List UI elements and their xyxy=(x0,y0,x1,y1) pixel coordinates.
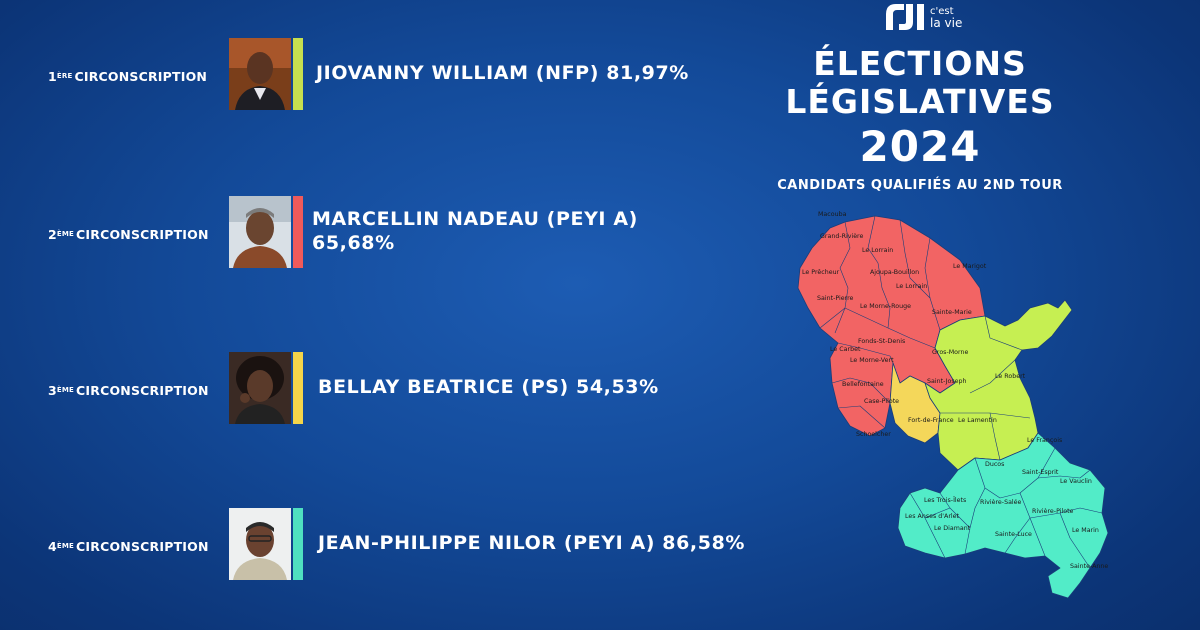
logo-text-top: c'est xyxy=(930,6,954,17)
map-label: Grand-Rivière xyxy=(820,232,864,240)
party-color-bar xyxy=(293,196,303,268)
candidate-photo xyxy=(229,38,291,110)
rci-logo: c'est la vie xyxy=(884,0,976,34)
map-label: Le Marin xyxy=(1072,527,1099,534)
party-color-bar xyxy=(293,38,303,110)
martinique-map: Macouba Grand-Rivière Le Lorrain Le Mari… xyxy=(790,208,1130,608)
district-label: 2 ÈME CIRCONSCRIPTION xyxy=(48,226,209,242)
district-row-2: 2 ÈME CIRCONSCRIPTION MARCELLIN NADEAU (PE… xyxy=(0,196,800,272)
map-label: Macouba xyxy=(818,211,847,218)
district-label: 1 ÈRE CIRCONSCRIPTION xyxy=(48,68,208,84)
title-year: 2024 xyxy=(859,122,981,171)
map-label: Les Trois-Îlets xyxy=(924,495,966,504)
map-label: Sainte-Anne xyxy=(1070,563,1108,570)
map-label: Rivière-Salée xyxy=(980,498,1022,506)
district-label: 3 ÈME CIRCONSCRIPTION xyxy=(48,382,209,398)
district-row-4: 4 ÈME CIRCONSCRIPTION JEAN-PHILIPPE NILOR … xyxy=(0,508,800,584)
map-label: Gros-Morne xyxy=(932,349,968,356)
martinique-map-svg: Macouba Grand-Rivière Le Lorrain Le Mari… xyxy=(797,211,1109,599)
map-label: Le Vauclin xyxy=(1060,478,1092,485)
party-color-bar xyxy=(293,352,303,424)
map-label: Schoelcher xyxy=(856,431,891,438)
map-district-4 xyxy=(897,432,1109,599)
candidate-photo xyxy=(229,508,291,580)
map-label: Le Carbet xyxy=(830,346,861,353)
map-label: Sainte-Marie xyxy=(932,309,972,316)
map-label: Le Prêcheur xyxy=(802,268,840,276)
map-district-1 xyxy=(924,299,1073,471)
map-label: Sainte-Luce xyxy=(995,531,1032,538)
map-label: Fonds-St-Denis xyxy=(858,338,905,345)
map-label: Le Lamentin xyxy=(958,417,997,424)
map-label: Le Morne-Vert xyxy=(850,357,894,364)
candidate-name: MARCELLIN NADEAU (PEYI A) xyxy=(312,208,638,231)
district-row-1: 1 ÈRE CIRCONSCRIPTION JIOVANNY WILLIAM (NF… xyxy=(0,38,800,114)
candidate-photo xyxy=(229,196,291,268)
rci-logo-mark: c'est la vie xyxy=(886,4,962,30)
subtitle: CANDIDATS QUALIFIÉS AU 2ND TOUR xyxy=(777,178,1063,193)
district-label: 4 ÈME CIRCONSCRIPTION xyxy=(48,538,209,554)
map-labels: Macouba Grand-Rivière Le Lorrain Le Mari… xyxy=(802,211,1108,570)
map-label: Le Robert xyxy=(995,373,1026,380)
map-label: Le Lorrain xyxy=(896,283,927,290)
map-label: Saint-Esprit xyxy=(1022,469,1059,476)
map-label: Ducos xyxy=(985,461,1004,468)
party-color-bar xyxy=(293,508,303,580)
map-label: Case-Pilote xyxy=(864,398,899,405)
title-line-2: LÉGISLATIVES xyxy=(785,82,1055,121)
map-label: Saint-Pierre xyxy=(817,295,854,302)
candidate-result: MARCELLIN NADEAU (PEYI A) 65,68% xyxy=(312,196,638,268)
map-label: Fort-de-France xyxy=(908,417,954,424)
map-label: Le François xyxy=(1027,437,1062,444)
map-label: Rivière-Pilote xyxy=(1032,507,1074,515)
title-line-1: ÉLECTIONS xyxy=(813,44,1027,83)
map-label: Le Diamant xyxy=(934,525,971,532)
candidate-photo xyxy=(229,352,291,424)
map-label: Le Lorrain xyxy=(862,247,893,254)
map-label: Le Morne-Rouge xyxy=(860,303,911,310)
district-row-3: 3 ÈME CIRCONSCRIPTION BELLAY BEATRICE (PS)… xyxy=(0,352,800,428)
candidate-result: JIOVANNY WILLIAM (NFP) 81,97% xyxy=(316,62,689,85)
map-label: Ajoupa-Bouillon xyxy=(870,269,919,276)
candidate-result: BELLAY BEATRICE (PS) 54,53% xyxy=(318,376,659,399)
candidate-result: JEAN-PHILIPPE NILOR (PEYI A) 86,58% xyxy=(318,532,746,555)
map-label: Les Anses d'Arlet xyxy=(905,513,960,520)
map-label: Saint-Joseph xyxy=(927,378,967,385)
map-label: Bellefontaine xyxy=(842,381,884,388)
candidate-score: 65,68% xyxy=(312,232,395,254)
logo-text-bottom: la vie xyxy=(930,16,962,30)
map-label: Le Marigot xyxy=(953,263,987,270)
